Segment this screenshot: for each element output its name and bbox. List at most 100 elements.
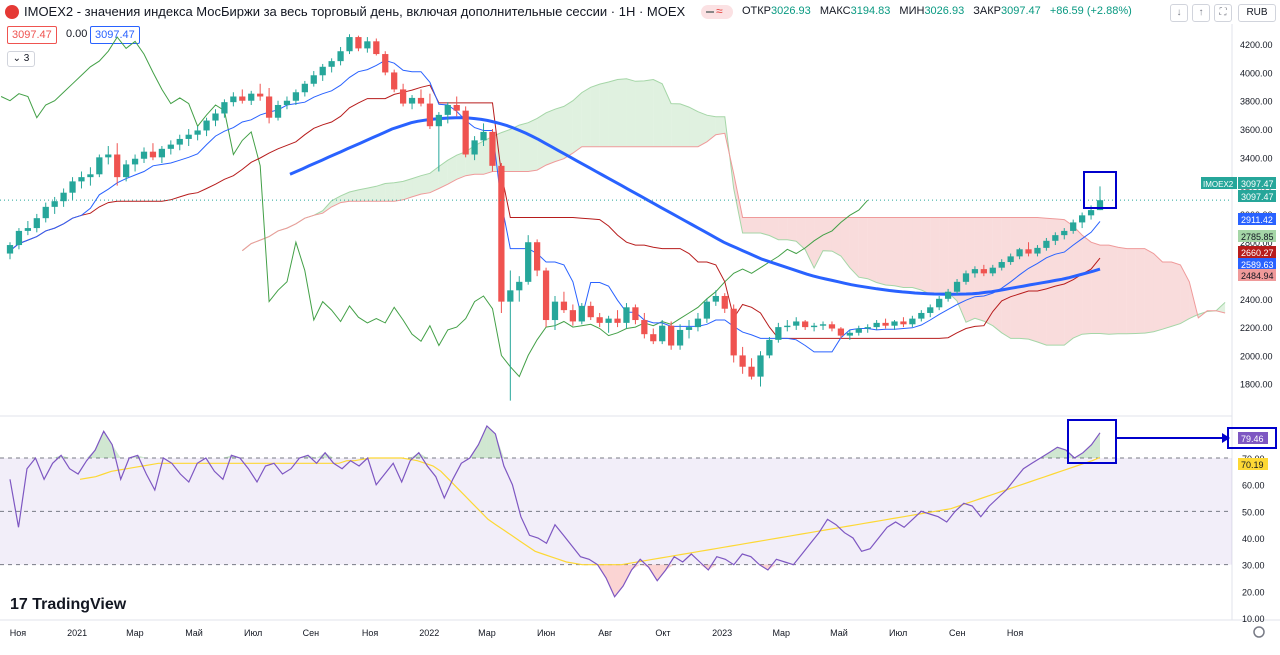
y-tick-label: 2800.00 (1240, 238, 1273, 248)
ichimoku-cloud-segment (1055, 218, 1065, 346)
currency-selector[interactable]: RUB (1238, 4, 1276, 22)
ichimoku-cloud-segment (903, 217, 913, 288)
candle-body (265, 96, 273, 118)
arrow-up-icon[interactable]: ↑ (1192, 4, 1210, 22)
candle (534, 239, 541, 277)
status-pill[interactable]: ≈ (701, 4, 733, 19)
open-value: 3026.93 (771, 5, 811, 17)
candle-body (900, 321, 907, 325)
fullscreen-icon[interactable]: ⛶ (1214, 4, 1232, 22)
ichimoku-cloud-segment (1001, 217, 1011, 339)
candle-body (498, 165, 505, 302)
candle-body (837, 328, 845, 336)
price-label-bg (1238, 190, 1276, 202)
candle-body (980, 269, 987, 274)
ichimoku-cloud-segment (1100, 245, 1109, 335)
senkou-span-b-line (241, 132, 1226, 319)
candle (364, 37, 371, 53)
price-label-bg (1238, 213, 1276, 225)
candle-body (694, 318, 702, 328)
y-tick-label: 2200.00 (1240, 323, 1273, 333)
price-label: 3097.47 (1241, 192, 1274, 202)
candle-body (167, 144, 174, 149)
candle-body (364, 41, 371, 49)
candle-body (1079, 215, 1086, 223)
candle-body (391, 72, 398, 90)
candle (346, 34, 353, 55)
ichimoku-cloud-segment (412, 175, 421, 197)
candle-body (551, 301, 559, 321)
x-tick-label: Сен (303, 628, 320, 638)
candle (944, 288, 952, 302)
candle-body (1061, 230, 1068, 236)
price-label: 2589.63 (1241, 260, 1274, 270)
candle (560, 291, 568, 313)
candle-body (784, 325, 791, 328)
candle (1070, 219, 1077, 234)
rsi-overbought-fill (222, 455, 232, 458)
candle-body (42, 206, 49, 219)
candle (516, 276, 523, 302)
ichimoku-cloud-segment (805, 217, 815, 269)
candle (721, 293, 728, 313)
tradingview-logo-text: TradingView (32, 596, 127, 613)
arrow-down-icon[interactable]: ↓ (1170, 4, 1188, 22)
candle (998, 259, 1005, 271)
candle (650, 328, 657, 345)
ohlc-readout: ОТКР3026.93 МАКС3194.83 МИН3026.93 ЗАКР3… (742, 5, 1138, 17)
ichimoku-cloud-segment (921, 217, 931, 295)
candle (203, 117, 210, 137)
ichimoku-cloud-segment (858, 217, 868, 279)
candle-body (15, 230, 23, 246)
candle-body (417, 97, 425, 104)
candle-body (1025, 249, 1032, 254)
sell-price-box[interactable]: 3097.47 (7, 26, 57, 44)
candle (1034, 245, 1041, 257)
candle (167, 140, 174, 155)
candle-body (337, 51, 344, 62)
candle (864, 324, 871, 333)
candle-body (1034, 247, 1041, 254)
candle-body (346, 37, 353, 52)
candle-body (426, 103, 434, 127)
candle (185, 129, 192, 147)
candle-body (632, 307, 639, 321)
moving-average-line (289, 116, 1101, 296)
kijun-sen-line (9, 84, 1101, 339)
candle (1061, 228, 1068, 240)
symbol-label: IMOEX2 (1203, 180, 1234, 189)
symbol-title[interactable]: IMOEX2 - значения индекса МосБиржи за ве… (24, 4, 686, 19)
ichimoku-cloud-segment (840, 217, 850, 268)
candle (730, 304, 737, 363)
rsi-overbought-fill (486, 426, 496, 458)
ichimoku-cloud-segment (715, 116, 725, 135)
buy-price-box[interactable]: 3097.47 (90, 26, 140, 44)
candle-body (721, 295, 728, 309)
candle-body (1070, 222, 1077, 231)
candle-body (123, 164, 130, 178)
candle-body (480, 131, 487, 141)
candle (435, 112, 442, 172)
candle (15, 228, 23, 250)
candle-body (355, 37, 362, 49)
rsi-ma-label: 70.19 (1241, 460, 1264, 470)
candle-body (534, 242, 541, 271)
candle-body (87, 174, 94, 178)
indicators-toggle[interactable]: ⌄ 3 (7, 51, 35, 67)
candle (676, 324, 684, 350)
candle-body (676, 329, 684, 346)
candle (292, 89, 300, 105)
candle (587, 301, 594, 321)
candle-body (471, 140, 478, 155)
rsi-ma-label-bg (1238, 458, 1268, 470)
candle (569, 304, 576, 326)
candle (283, 96, 291, 110)
candle (802, 320, 809, 330)
candle-body (855, 328, 862, 333)
x-tick-label: 2022 (419, 628, 439, 638)
settings-gear-icon[interactable] (1253, 626, 1265, 638)
ichimoku-cloud-segment (403, 178, 413, 200)
candle-body (489, 131, 496, 166)
candle (793, 317, 800, 330)
